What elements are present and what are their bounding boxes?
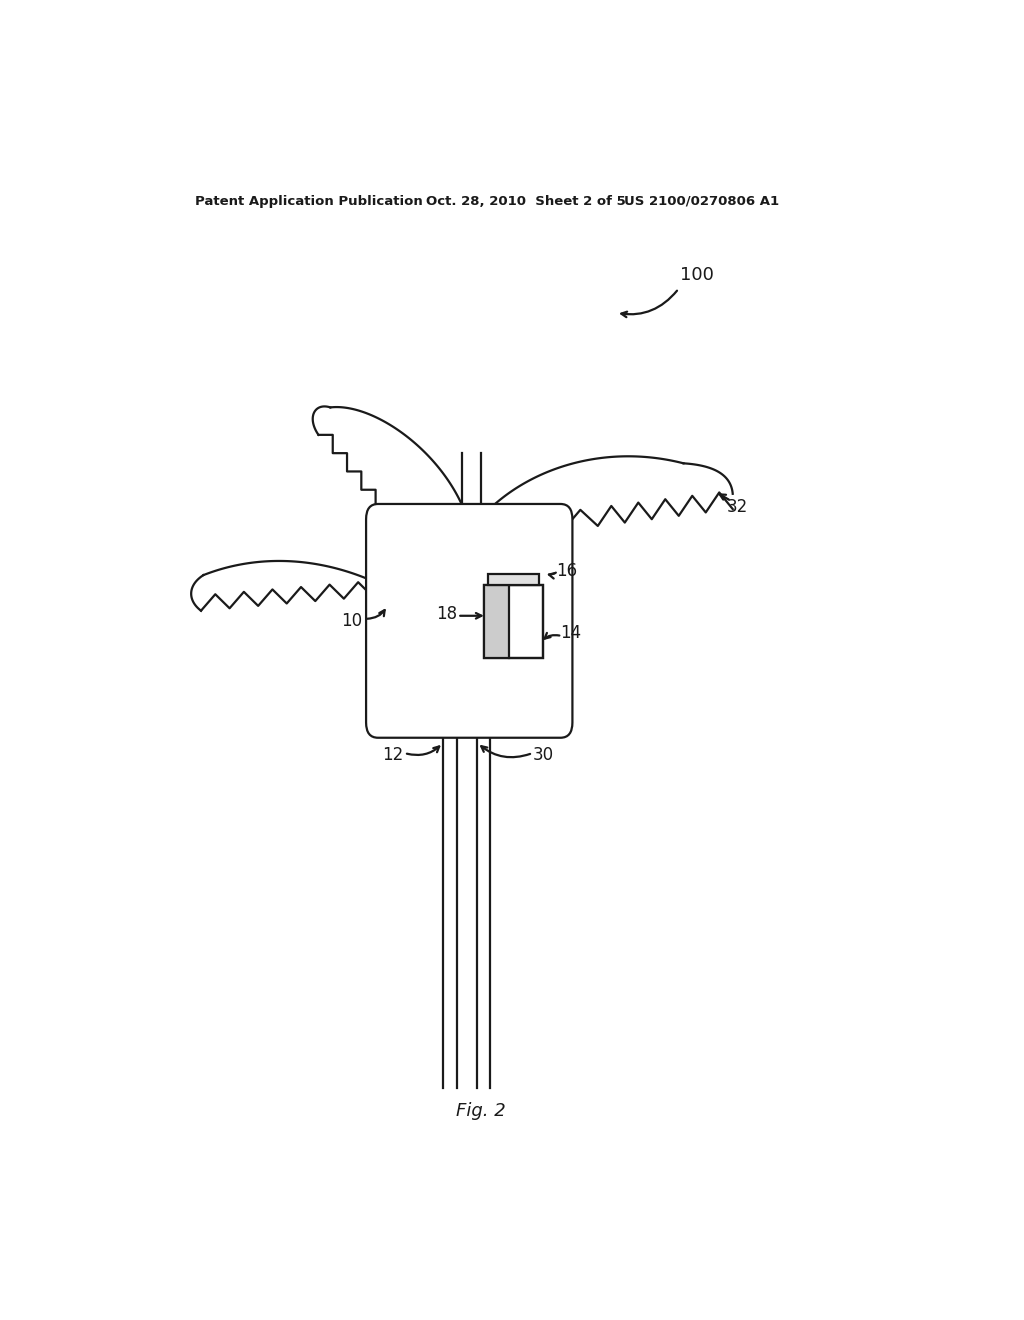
Text: 18: 18 (436, 605, 457, 623)
Text: 14: 14 (560, 624, 582, 642)
Text: Patent Application Publication: Patent Application Publication (196, 194, 423, 207)
Bar (483, 585, 543, 659)
Bar (483, 585, 509, 659)
Text: 100: 100 (680, 267, 714, 284)
Text: 16: 16 (557, 562, 578, 581)
Text: 12: 12 (382, 746, 403, 764)
Text: Oct. 28, 2010  Sheet 2 of 5: Oct. 28, 2010 Sheet 2 of 5 (426, 194, 626, 207)
Bar (483, 585, 543, 659)
FancyBboxPatch shape (367, 504, 572, 738)
Text: 30: 30 (532, 746, 554, 764)
Text: Fig. 2: Fig. 2 (457, 1102, 506, 1119)
Text: US 2100/0270806 A1: US 2100/0270806 A1 (624, 194, 779, 207)
Text: 10: 10 (341, 612, 361, 630)
Bar (487, 574, 539, 585)
Text: 32: 32 (727, 498, 749, 516)
